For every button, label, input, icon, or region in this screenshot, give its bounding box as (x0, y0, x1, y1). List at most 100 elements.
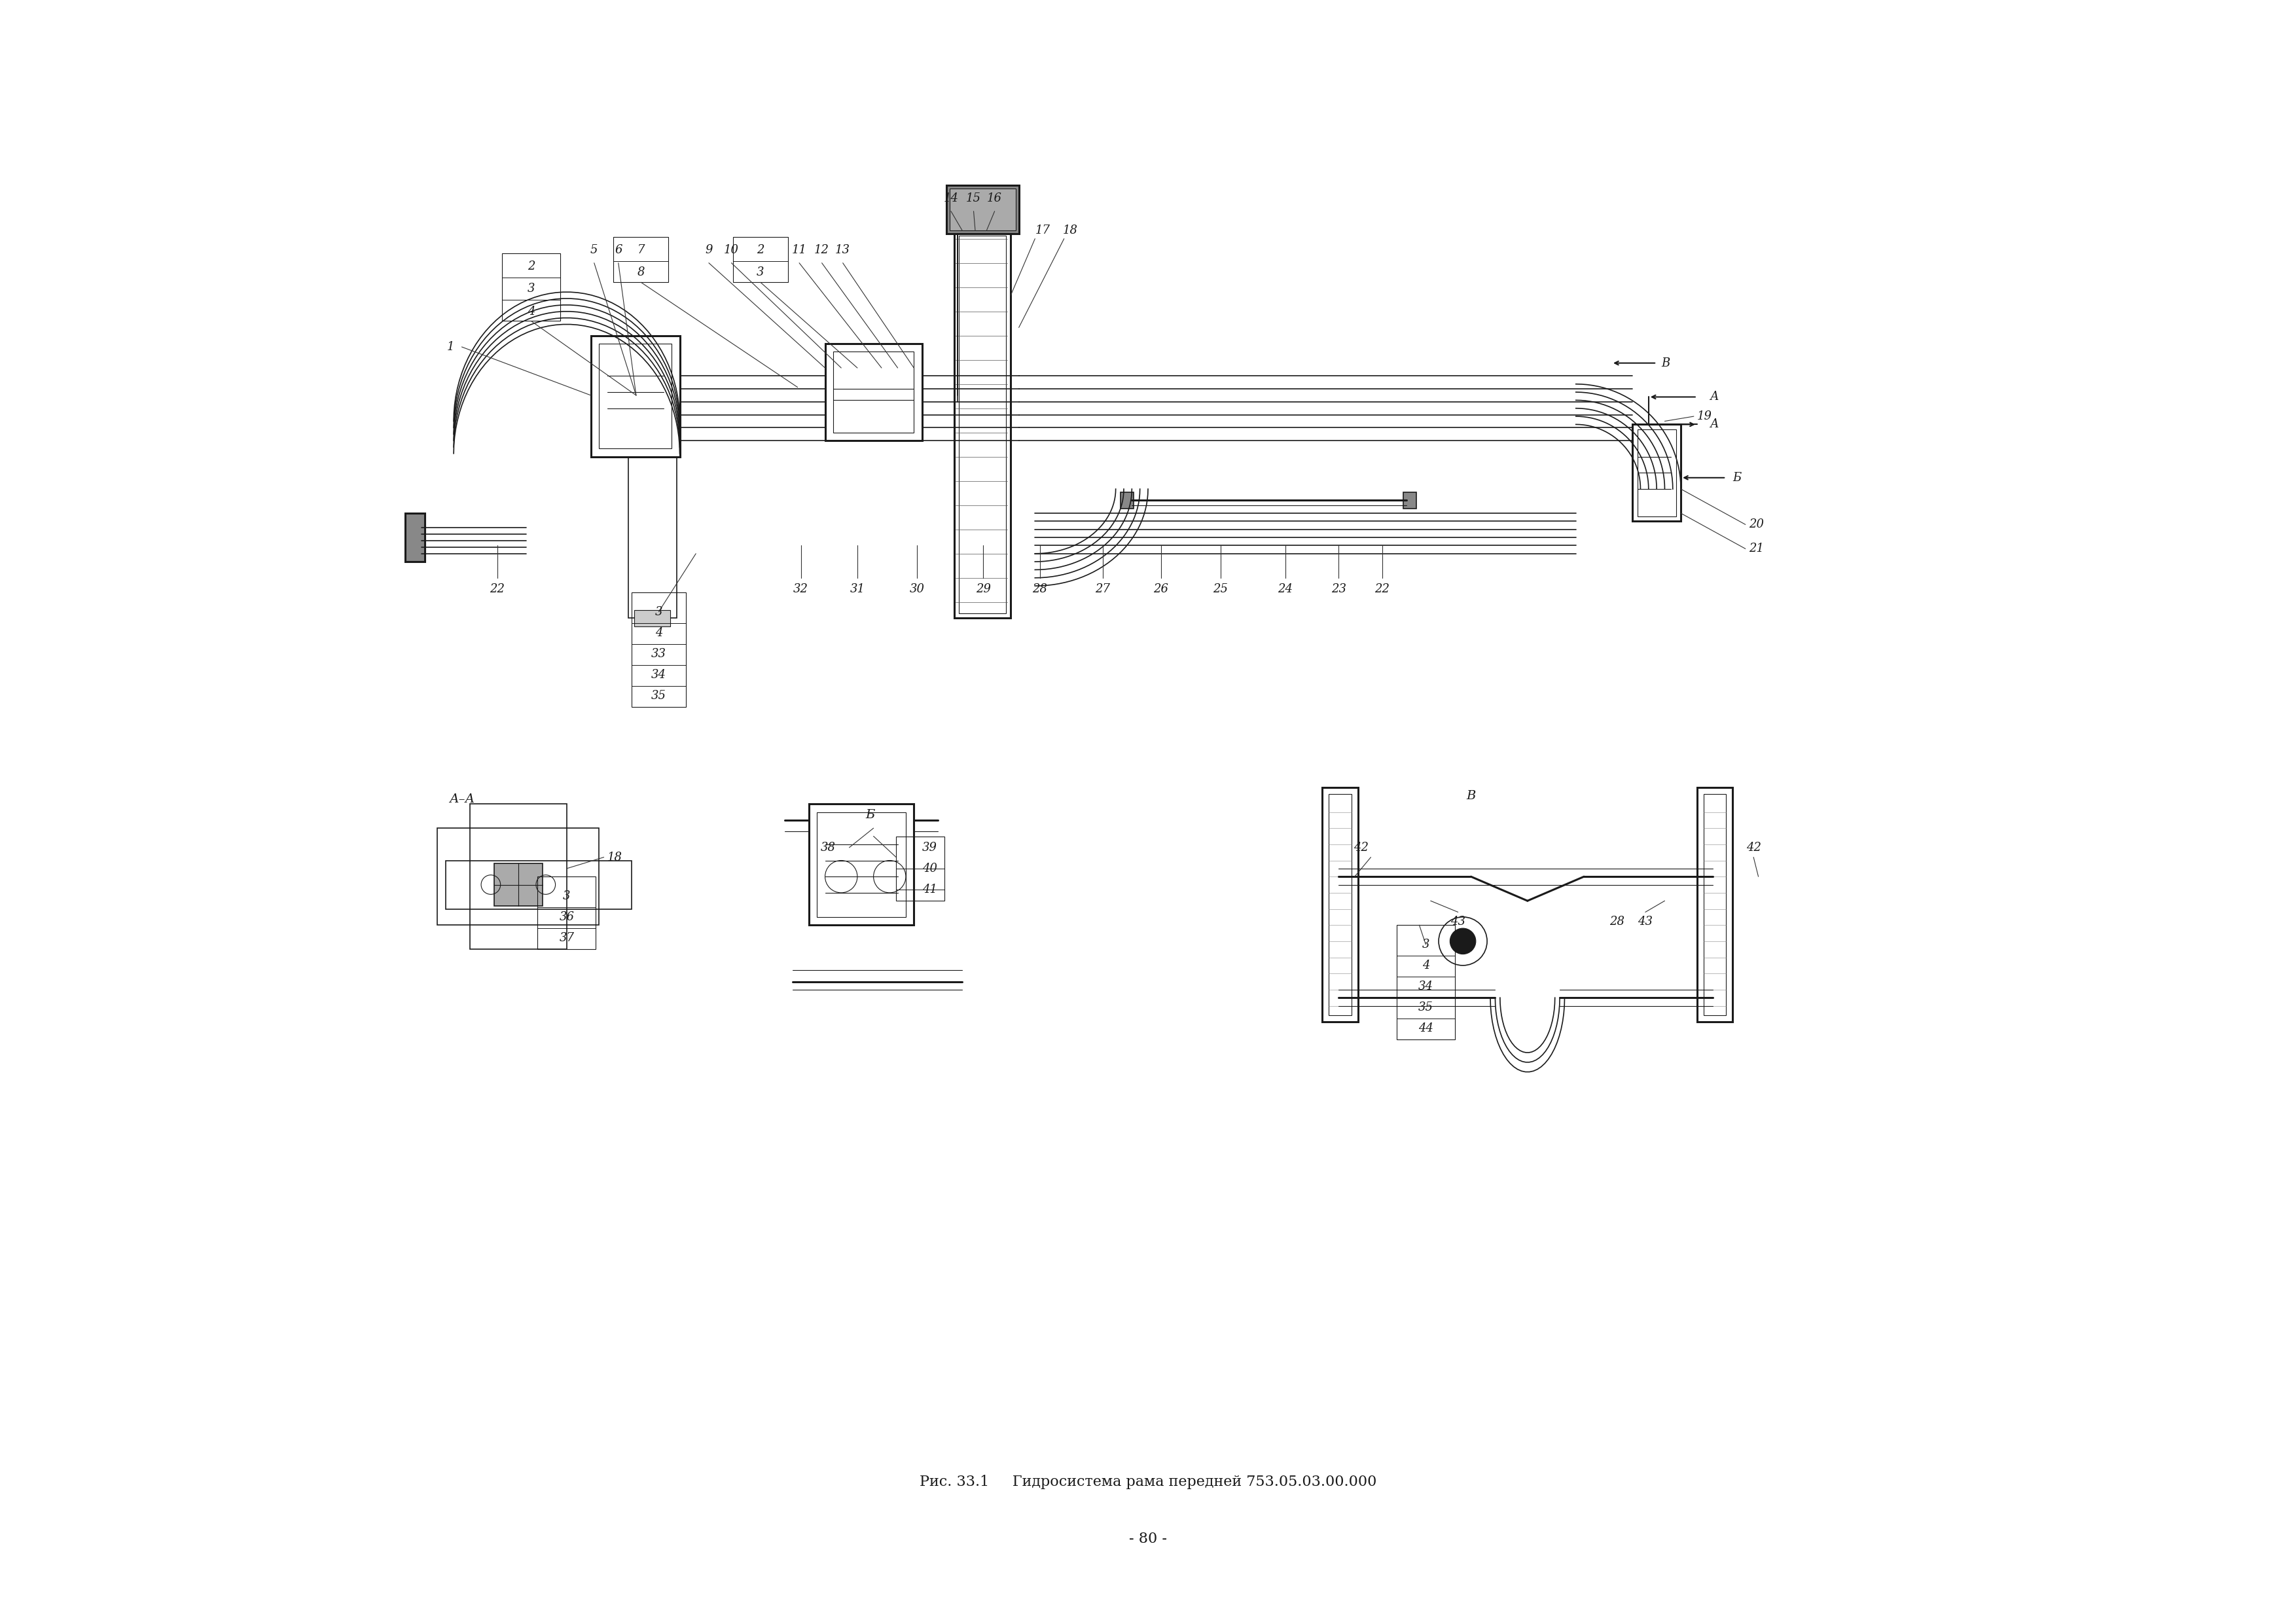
Text: 40: 40 (923, 862, 937, 874)
Text: 31: 31 (850, 583, 866, 594)
Bar (1396, 926, 1456, 1039)
Text: 44: 44 (1419, 1023, 1433, 1034)
Text: 15: 15 (967, 192, 980, 205)
Text: 3: 3 (654, 606, 664, 617)
Text: Б: Б (866, 809, 875, 822)
Text: 18: 18 (606, 851, 622, 862)
Bar (629, 456, 677, 619)
Bar (599, 344, 673, 448)
Text: 17: 17 (1035, 224, 1052, 237)
Text: Б: Б (1733, 473, 1740, 484)
Circle shape (1451, 929, 1476, 955)
Bar (817, 812, 907, 918)
Bar (732, 237, 788, 283)
Text: 28: 28 (1033, 583, 1047, 594)
Bar (613, 237, 668, 283)
Text: 7: 7 (638, 244, 645, 257)
Text: 34: 34 (1419, 981, 1433, 992)
Text: 28: 28 (1609, 916, 1623, 927)
Text: 41: 41 (923, 883, 937, 895)
Text: 29: 29 (976, 583, 992, 594)
Text: 25: 25 (1212, 583, 1228, 594)
Bar (445, 861, 631, 909)
Bar (895, 836, 944, 901)
Text: 36: 36 (560, 911, 574, 922)
Bar (833, 352, 914, 432)
Bar (471, 804, 567, 950)
Text: 19: 19 (1697, 411, 1713, 422)
Text: 8: 8 (638, 266, 645, 278)
Text: 21: 21 (1750, 542, 1763, 555)
Bar (503, 253, 560, 322)
Text: 34: 34 (652, 669, 666, 680)
Bar (824, 344, 923, 440)
Text: А: А (1711, 391, 1720, 403)
Bar (960, 235, 1006, 614)
Bar (631, 593, 687, 706)
Text: 38: 38 (820, 841, 836, 854)
Text: 3: 3 (1421, 939, 1430, 950)
Text: 4: 4 (528, 305, 535, 317)
Text: 4: 4 (1421, 960, 1430, 971)
Text: 35: 35 (652, 690, 666, 702)
Text: 32: 32 (794, 583, 808, 594)
Text: 3: 3 (528, 283, 535, 294)
Text: 2: 2 (758, 244, 765, 257)
Text: 35: 35 (1419, 1002, 1433, 1013)
Text: 42: 42 (1355, 841, 1368, 854)
Text: - 80 -: - 80 - (1130, 1531, 1166, 1546)
Text: 23: 23 (1332, 583, 1345, 594)
Bar (948, 188, 1015, 231)
Text: 11: 11 (792, 244, 806, 257)
Text: 9: 9 (705, 244, 712, 257)
Text: 10: 10 (723, 244, 739, 257)
Text: 26: 26 (1153, 583, 1169, 594)
Text: 43: 43 (1451, 916, 1465, 927)
Bar (1637, 429, 1676, 516)
Text: 18: 18 (1063, 224, 1079, 237)
Text: 4: 4 (654, 627, 664, 638)
Text: 14: 14 (944, 192, 957, 205)
Bar (1329, 794, 1352, 1015)
Text: 42: 42 (1745, 841, 1761, 854)
Text: 39: 39 (923, 841, 937, 854)
Text: 2: 2 (528, 260, 535, 273)
Bar (404, 513, 425, 562)
Bar (1120, 492, 1134, 508)
Bar (808, 804, 914, 926)
Bar (1322, 788, 1357, 1021)
Text: 12: 12 (815, 244, 829, 257)
Text: В: В (1662, 357, 1669, 369)
Text: 5: 5 (590, 244, 597, 257)
Text: 27: 27 (1095, 583, 1111, 594)
Text: 3: 3 (758, 266, 765, 278)
Bar (1632, 424, 1681, 521)
Text: 1: 1 (448, 341, 455, 352)
Bar (1704, 794, 1727, 1015)
Text: 33: 33 (652, 648, 666, 659)
Text: 13: 13 (836, 244, 850, 257)
Text: 30: 30 (909, 583, 925, 594)
Bar (537, 877, 595, 950)
Text: 24: 24 (1279, 583, 1293, 594)
Text: 37: 37 (560, 932, 574, 944)
Bar (590, 336, 680, 456)
Bar (634, 611, 670, 627)
Text: А–А: А–А (450, 793, 475, 806)
Text: 22: 22 (1375, 583, 1389, 594)
Text: 3: 3 (563, 890, 569, 901)
Bar (439, 828, 599, 926)
Text: 16: 16 (987, 192, 1001, 205)
Bar (955, 231, 1010, 619)
Bar (494, 864, 542, 906)
Text: В: В (1467, 789, 1476, 802)
Text: Рис. 33.1     Гидросистема рама передней 753.05.03.00.000: Рис. 33.1 Гидросистема рама передней 753… (918, 1475, 1378, 1489)
Text: 43: 43 (1637, 916, 1653, 927)
Bar (1697, 788, 1733, 1021)
Text: 20: 20 (1750, 518, 1763, 531)
Text: А: А (1711, 419, 1720, 430)
Text: 22: 22 (489, 583, 505, 594)
Text: 6: 6 (615, 244, 622, 257)
Bar (946, 185, 1019, 234)
Bar (1403, 492, 1417, 508)
